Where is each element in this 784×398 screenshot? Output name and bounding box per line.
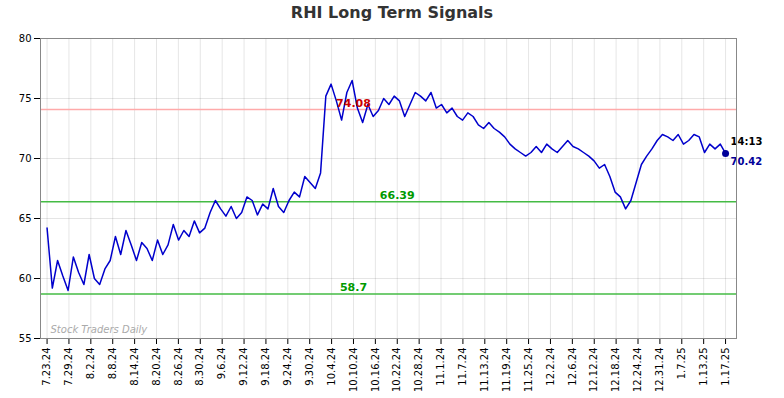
- svg-text:12.6.24: 12.6.24: [567, 348, 578, 386]
- svg-text:11.19.24: 11.19.24: [501, 348, 512, 393]
- svg-text:70: 70: [19, 153, 32, 164]
- html-text:RHI Long Term Signals: RHI Long Term Signals: [290, 3, 494, 22]
- svg-text:10.28.24: 10.28.24: [413, 348, 424, 393]
- svg-text:55: 55: [19, 333, 32, 344]
- svg-text:9.18.24: 9.18.24: [260, 348, 271, 386]
- svg-text:Stock Traders Daily: Stock Traders Daily: [51, 324, 149, 335]
- svg-text:14:13: 14:13: [731, 136, 763, 147]
- svg-text:66.39: 66.39: [380, 189, 415, 202]
- svg-text:1.17.25: 1.17.25: [720, 348, 731, 386]
- svg-text:9.24.24: 9.24.24: [282, 348, 293, 386]
- svg-text:9.30.24: 9.30.24: [304, 348, 315, 386]
- svg-text:8.30.24: 8.30.24: [194, 348, 205, 386]
- svg-text:11.25.24: 11.25.24: [523, 348, 534, 393]
- svg-text:10.10.24: 10.10.24: [348, 348, 359, 393]
- svg-text:12.18.24: 12.18.24: [610, 348, 621, 393]
- svg-text:8.14.24: 8.14.24: [129, 348, 140, 386]
- svg-text:7.23.24: 7.23.24: [41, 348, 52, 386]
- svg-text:75: 75: [19, 93, 32, 104]
- svg-text:7.29.24: 7.29.24: [63, 348, 74, 386]
- svg-text:10.4.24: 10.4.24: [326, 348, 337, 386]
- svg-text:60: 60: [19, 273, 32, 284]
- svg-text:10.16.24: 10.16.24: [370, 348, 381, 393]
- svg-text:11.1.24: 11.1.24: [435, 348, 446, 386]
- svg-text:65: 65: [19, 213, 32, 224]
- svg-text:12.12.24: 12.12.24: [588, 348, 599, 393]
- svg-text:58.7: 58.7: [340, 281, 367, 294]
- svg-text:12.24.24: 12.24.24: [632, 348, 643, 393]
- svg-text:1.7.25: 1.7.25: [676, 348, 687, 380]
- svg-text:9.12.24: 9.12.24: [238, 348, 249, 386]
- svg-text:80: 80: [19, 33, 32, 44]
- svg-text:11.13.24: 11.13.24: [479, 348, 490, 393]
- svg-text:10.22.24: 10.22.24: [391, 348, 402, 393]
- svg-text:74.08: 74.08: [336, 97, 371, 110]
- svg-text:8.2.24: 8.2.24: [85, 348, 96, 380]
- svg-text:11.7.24: 11.7.24: [457, 348, 468, 386]
- svg-text:8.20.24: 8.20.24: [151, 348, 162, 386]
- svg-text:8.26.24: 8.26.24: [173, 348, 184, 386]
- svg-text:8.8.24: 8.8.24: [107, 348, 118, 380]
- svg-text:70.42: 70.42: [731, 156, 763, 167]
- svg-text:9.6.24: 9.6.24: [216, 348, 227, 380]
- svg-text:1.13.25: 1.13.25: [698, 348, 709, 386]
- svg-text:12.2.24: 12.2.24: [545, 348, 556, 386]
- svg-text:12.31.24: 12.31.24: [654, 348, 665, 393]
